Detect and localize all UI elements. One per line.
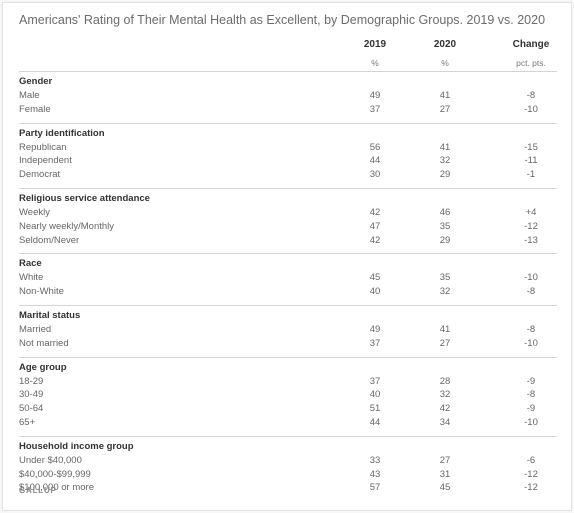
table-cell: 37 [369,337,381,349]
source-label: GALLUP [19,486,57,495]
table-row-label: 18-29 [19,375,44,387]
table-cell: 49 [369,324,381,335]
table-cell: 56 [369,141,381,153]
table-cell: 47 [369,220,381,232]
table-row-label: Not married [19,337,69,349]
table-cell: 42 [439,403,451,415]
table-cell: 28 [439,375,451,387]
table-cell: 57 [369,482,381,494]
table-cell: 40 [369,389,381,401]
column-header: Change [512,39,550,50]
table-cell: -8 [526,324,536,335]
table-cell: 27 [439,103,451,115]
table-cell: -15 [524,141,538,153]
table-cell: 43 [369,468,381,480]
group-heading: Race [19,258,42,270]
table-cell: 41 [439,90,451,101]
table-cell: -8 [526,389,536,401]
table-row-label: Nearly weekly/Monthly [19,220,115,232]
table-row-label: Democrat [19,169,61,181]
table-cell: 32 [439,389,451,401]
table-cell: 33 [369,454,381,466]
table-cell: 49 [369,90,381,101]
table-cell: -11 [524,155,538,167]
table-row-label: Under $40,000 [19,454,82,466]
group-heading: Party identification [19,127,105,139]
group-heading: Gender [19,76,53,87]
table-cell: -10 [524,417,538,428]
group-heading: Marital status [19,310,81,321]
table-cell: 41 [439,324,451,335]
section-divider [19,71,557,72]
table-row-label: Weekly [19,207,50,218]
table-cell: 37 [369,375,381,387]
section-divider [19,188,557,189]
table-row-label: Non-White [19,286,64,298]
column-header: 2020 [433,39,457,50]
section-divider [19,305,557,306]
table-row-label: Female [19,103,51,115]
table-cell: -9 [526,403,536,415]
table-cell: 34 [439,417,451,428]
table-cell: 42 [369,207,381,218]
table-cell: -10 [524,272,538,284]
table-cell: 32 [439,286,451,298]
table-cell: -10 [524,337,538,349]
table-row-label: White [19,272,44,284]
table-cell: 30 [369,169,381,181]
table-cell: 44 [369,155,381,167]
table-cell: 45 [369,272,381,284]
table-cell: 44 [369,417,381,428]
table-row-label: Republican [19,141,67,153]
table-cell: -9 [526,375,536,387]
table-cell: 37 [369,103,381,115]
table-cell: -13 [524,234,538,246]
table-cell: 35 [439,272,451,284]
table-cell: -8 [526,286,536,298]
table-row-label: $100,000 or more [19,482,94,494]
group-heading: Household income group [19,440,134,452]
table-cell: 29 [439,234,451,246]
table-cell: -10 [524,103,538,115]
table-cell: -12 [524,482,538,494]
table-row-label: Seldom/Never [19,234,80,246]
table-row-label: Male [19,90,40,101]
table-cell: 46 [439,207,451,218]
table-cell: 45 [439,482,451,494]
table-row-label: $40,000-$99,999 [19,468,91,480]
table-cell: 29 [439,169,451,181]
table-cell: -6 [526,454,536,466]
table-cell: 51 [369,403,381,415]
section-divider [19,253,557,255]
table-cell: +4 [525,207,537,218]
table-cell: 40 [369,286,381,298]
table-cell: -8 [526,90,536,101]
table-cell: 27 [439,337,451,349]
table-cell: 35 [439,220,451,232]
table-cell: 27 [439,454,451,466]
column-subheader: % [441,58,449,68]
column-subheader: pct. pts. [516,58,546,68]
table-cell: 31 [439,468,451,480]
table-cell: -12 [524,468,538,480]
table-row-label: 30-49 [19,389,44,401]
table-cell: -12 [524,220,538,232]
table-row-label: 65+ [19,417,36,428]
column-header: 2019 [363,39,387,50]
table-cell: 41 [439,141,451,153]
chart-title: Americans' Rating of Their Mental Health… [19,13,546,27]
group-heading: Religious service attendance [19,193,150,204]
table-cell: 42 [369,234,381,246]
section-divider [19,122,557,124]
table-row-label: 50-64 [19,403,44,415]
group-heading: Age group [19,361,67,373]
section-divider [19,356,557,358]
table-row-label: Independent [19,155,72,167]
column-subheader: % [371,58,379,68]
section-divider [19,435,557,437]
table-cell: 32 [439,155,451,167]
table-cell: -1 [526,169,536,181]
table-row-label: Married [19,324,52,335]
